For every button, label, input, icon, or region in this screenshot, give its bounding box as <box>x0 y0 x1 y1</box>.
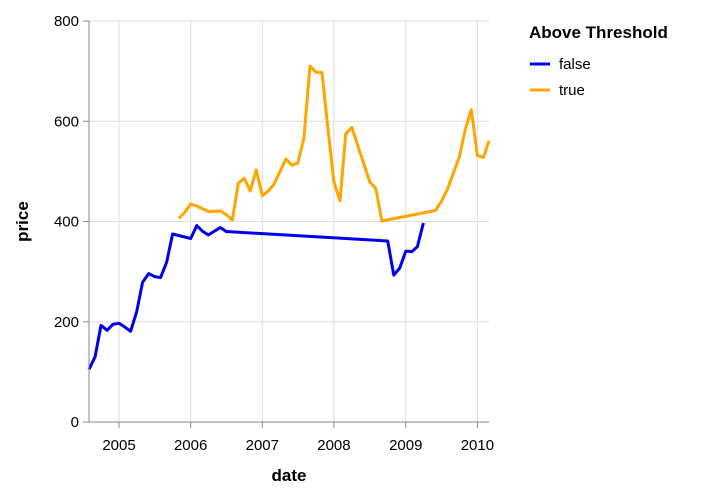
x-tick-label: 2006 <box>174 437 207 454</box>
y-axis-title: price <box>13 201 32 242</box>
x-tick-label: 2010 <box>461 437 494 454</box>
legend-title: Above Threshold <box>529 23 668 42</box>
y-tick-label: 800 <box>54 13 79 30</box>
series-lines <box>87 64 491 371</box>
legend-label-true: true <box>559 82 585 99</box>
axes: 0 200 400 600 800 2005 2006 2007 2008 2009 2010 <box>54 13 494 454</box>
legend-label-false: false <box>559 56 591 73</box>
series-line-true <box>177 64 491 223</box>
y-tick-label: 600 <box>54 113 79 130</box>
grid <box>89 20 489 423</box>
x-tick-label: 2009 <box>389 437 422 454</box>
x-tick-label: 2008 <box>317 437 350 454</box>
series-line-false <box>87 222 425 371</box>
y-tick-label: 200 <box>54 314 79 331</box>
x-tick-label: 2007 <box>246 437 279 454</box>
x-axis-title: date <box>272 466 307 485</box>
y-tick-label: 0 <box>71 414 79 431</box>
y-tick-label: 400 <box>54 214 79 231</box>
legend: Above Threshold false true <box>529 23 668 99</box>
x-tick-label: 2005 <box>102 437 135 454</box>
